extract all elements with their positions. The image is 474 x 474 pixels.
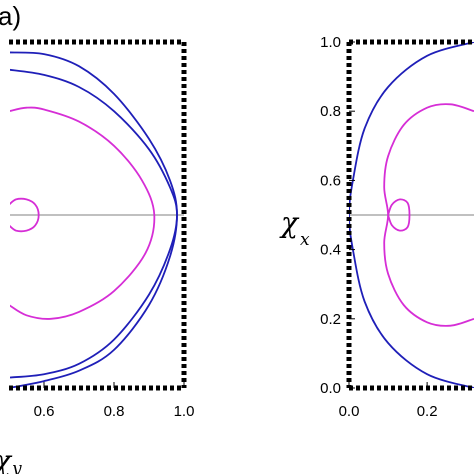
panel-a-xtick-label: 0.6 [34, 403, 55, 420]
panel-b-ylabel: χ [279, 206, 300, 239]
panel-b-ytick-label: 0.0 [320, 380, 341, 397]
panel-b: 0.0 0.2 0.0 0.2 0.4 0.6 0.8 1.0 χ x [279, 34, 474, 420]
panel-a-ticks: 0.6 0.8 1.0 [34, 382, 195, 420]
panel-a-xtick-label: 0.8 [104, 403, 125, 420]
panel-a-xlabel: χ [0, 444, 13, 474]
panel-a-series-3-magenta [10, 106, 156, 320]
panel-a-series-2-blue [10, 68, 178, 379]
panel-b-xtick-label: 0.2 [417, 403, 438, 420]
panel-b-ytick-label: 0.6 [320, 172, 341, 189]
panel-b-ytick-label: 0.4 [320, 242, 341, 259]
panel-a-axes [9, 39, 187, 391]
panel-b-axes [346, 39, 474, 391]
panel-a-xlabel-subscript: y [11, 459, 22, 474]
panel-b-ylabel-subscript: x [300, 230, 310, 250]
panel-b-xtick-label: 0.0 [339, 403, 360, 420]
panel-b-series-3-magenta [387, 198, 411, 232]
panel-b-ytick-label: 0.2 [320, 311, 341, 328]
panel-a-xtick-label: 1.0 [174, 403, 195, 420]
panel-b-ytick-label: 1.0 [320, 34, 341, 51]
panel-b-ytick-label: 0.8 [320, 103, 341, 120]
panel-a-plot-area [10, 51, 184, 388]
panel-a-series-4-magenta [10, 197, 40, 233]
panel-a-series-1-blue [10, 51, 178, 388]
panel-b-ticks: 0.0 0.2 0.0 0.2 0.4 0.6 0.8 1.0 [320, 34, 437, 420]
panel-a: a) 0.6 0.8 1.0 χ y [0, 1, 194, 474]
panel-b-plot-area [349, 42, 474, 388]
panel-b-series-1-blue [349, 42, 474, 388]
panel-a-label: a) [0, 1, 21, 31]
